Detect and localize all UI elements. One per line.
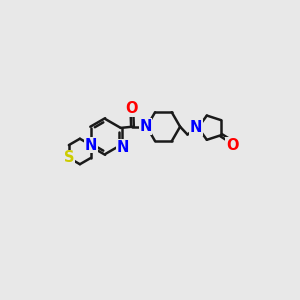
Text: N: N [85, 138, 97, 153]
Text: N: N [190, 120, 202, 135]
Text: N: N [139, 119, 152, 134]
Text: S: S [64, 150, 74, 165]
Text: O: O [226, 138, 239, 153]
Text: N: N [116, 140, 129, 154]
Text: O: O [126, 101, 138, 116]
